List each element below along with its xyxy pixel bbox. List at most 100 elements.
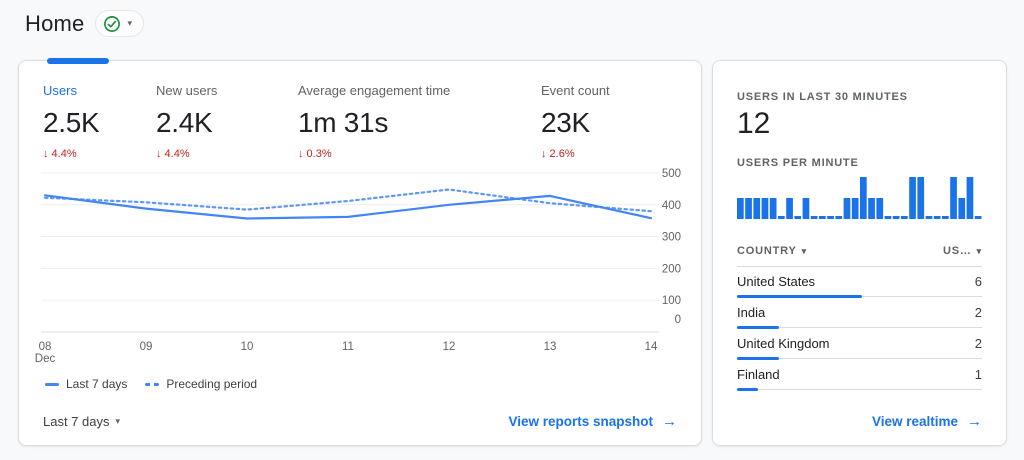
country-bar-track: [737, 357, 982, 360]
metric-value: 2.4K: [156, 107, 213, 138]
metric-delta: ↓ 2.6%: [541, 148, 671, 160]
metric-value: 2.5K: [43, 107, 100, 138]
period-selector[interactable]: Last 7 days ▾: [43, 414, 120, 429]
down-arrow-icon: ↓: [156, 148, 162, 160]
svg-text:500: 500: [662, 168, 681, 180]
down-arrow-icon: ↓: [43, 148, 49, 160]
realtime-country-table: COUNTRY ▾ US… ▾ United States 6 India 2 Unit…: [737, 245, 982, 391]
users-value: 6: [974, 274, 982, 289]
metric-average-engagement-time[interactable]: Average engagement time 1m 31s ↓ 0.3%: [298, 83, 541, 160]
country-row: India 2: [737, 298, 982, 329]
view-reports-snapshot-label: View reports snapshot: [508, 414, 653, 429]
chevron-down-icon: ▾: [801, 245, 807, 256]
period-selector-label: Last 7 days: [43, 414, 110, 429]
users-value: 1: [974, 367, 982, 382]
country-bar-fill: [737, 357, 779, 360]
country-bar-fill: [737, 388, 758, 391]
country-row-line: Finland 1: [737, 360, 982, 382]
country-row-line: United States 6: [737, 267, 982, 289]
svg-text:08: 08: [39, 341, 52, 353]
check-circle-icon: [103, 15, 120, 32]
country-row: United States 6: [737, 267, 982, 298]
users-value: 2: [974, 305, 982, 320]
metric-delta-value: 4.4%: [161, 148, 190, 160]
svg-text:13: 13: [544, 341, 557, 353]
metric-event-count[interactable]: Event count 23K ↓ 2.6%: [541, 83, 671, 160]
svg-text:12: 12: [443, 341, 456, 353]
users-column-header[interactable]: US… ▾: [943, 245, 982, 257]
metric-value: 1m 31s: [298, 107, 389, 138]
country-column-header[interactable]: COUNTRY ▾: [737, 245, 807, 257]
country-bar-track: [737, 295, 982, 298]
metric-label: Average engagement time: [298, 83, 451, 98]
users-header-label: US…: [942, 245, 972, 257]
metric-delta-value: 0.3%: [303, 148, 332, 160]
metrics-card: Users 2.5K ↓ 4.4% New users 2.4K ↓ 4.4% Averag…: [18, 58, 702, 446]
metric-delta: ↓ 4.4%: [156, 148, 298, 160]
view-reports-snapshot-link[interactable]: View reports snapshot →: [508, 413, 677, 430]
country-bar-track: [737, 388, 982, 391]
users-last-30-value: 12: [737, 107, 771, 140]
svg-text:300: 300: [662, 232, 681, 244]
svg-text:09: 09: [140, 341, 153, 353]
users-per-minute-label: USERS PER MINUTE: [737, 157, 859, 169]
country-bar-fill: [737, 295, 862, 298]
report-status-pill[interactable]: ▾: [94, 10, 145, 37]
users-per-minute-chart: [737, 177, 982, 219]
table-header-row: COUNTRY ▾ US… ▾: [737, 245, 982, 267]
metric-label: New users: [156, 83, 218, 98]
country-name: Finland: [737, 367, 780, 382]
svg-text:400: 400: [662, 200, 681, 212]
chevron-down-icon: ▾: [115, 416, 121, 426]
country-name: United States: [737, 274, 816, 289]
metric-label: Users: [43, 83, 77, 98]
users-value: 2: [974, 336, 982, 351]
country-row: United Kingdom 2: [737, 329, 982, 360]
svg-text:11: 11: [342, 341, 354, 353]
view-realtime-link[interactable]: View realtime →: [872, 413, 982, 430]
metric-delta: ↓ 4.4%: [43, 148, 156, 160]
svg-text:Dec: Dec: [35, 353, 56, 365]
country-header-label: COUNTRY: [737, 245, 797, 257]
down-arrow-icon: ↓: [541, 148, 547, 160]
country-bar-fill: [737, 326, 779, 329]
down-arrow-icon: ↓: [298, 148, 304, 160]
metric-value: 23K: [541, 107, 590, 138]
chevron-down-icon: ▾: [976, 245, 982, 256]
legend-item-dashed: Preceding period: [145, 377, 257, 391]
users-last-30-label: USERS IN LAST 30 MINUTES: [737, 91, 908, 103]
chart-legend: Last 7 days Preceding period: [45, 377, 257, 391]
country-name: India: [737, 305, 766, 320]
view-realtime-label: View realtime: [871, 414, 958, 429]
dashed-line-swatch-icon: [145, 382, 160, 386]
arrow-right-icon: →: [967, 413, 982, 430]
svg-text:200: 200: [662, 263, 681, 275]
page-title: Home: [25, 10, 85, 36]
active-card-tab-indicator[interactable]: [47, 58, 109, 64]
legend-label: Last 7 days: [66, 377, 128, 391]
metric-users[interactable]: Users 2.5K ↓ 4.4%: [43, 83, 156, 160]
metric-label: Event count: [541, 83, 610, 98]
metrics-row: Users 2.5K ↓ 4.4% New users 2.4K ↓ 4.4% Averag…: [43, 83, 671, 160]
svg-text:14: 14: [645, 341, 658, 353]
country-name: United Kingdom: [737, 336, 830, 351]
svg-text:0: 0: [675, 314, 681, 326]
legend-item-solid: Last 7 days: [45, 377, 127, 391]
country-row-line: India 2: [737, 298, 982, 320]
svg-text:10: 10: [241, 341, 254, 353]
country-bar-track: [737, 326, 982, 329]
arrow-right-icon: →: [662, 413, 677, 430]
metric-delta: ↓ 0.3%: [298, 148, 541, 160]
svg-text:100: 100: [662, 295, 681, 307]
country-row-line: United Kingdom 2: [737, 329, 982, 351]
country-row: Finland 1: [737, 360, 982, 391]
solid-line-swatch-icon: [45, 382, 59, 386]
metric-new-users[interactable]: New users 2.4K ↓ 4.4%: [156, 83, 298, 160]
country-rows: United States 6 India 2 United Kingdom 2 Finla…: [737, 267, 982, 391]
metric-delta-value: 4.4%: [48, 148, 77, 160]
chevron-down-icon: ▾: [127, 18, 133, 28]
legend-label: Preceding period: [166, 377, 258, 391]
metric-delta-value: 2.6%: [546, 148, 575, 160]
page-header: Home ▾: [25, 10, 145, 37]
